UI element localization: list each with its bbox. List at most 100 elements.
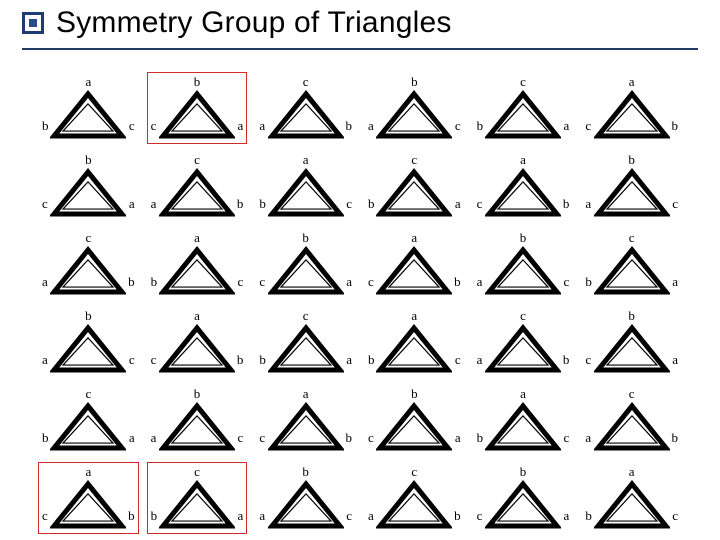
vertex-label-left: b: [585, 508, 592, 524]
vertex-label-left: b: [259, 196, 266, 212]
vertex-label-top: b: [520, 464, 527, 480]
bullet-inner: [29, 19, 37, 27]
triangle-cell: cba: [253, 306, 358, 380]
vertex-label-top: c: [411, 464, 417, 480]
triangle-cell: bac: [471, 228, 576, 302]
triangle-icon: [376, 168, 452, 218]
vertex-label-top: b: [520, 230, 527, 246]
triangle-wrap: abc: [579, 462, 684, 536]
triangle-icon: [268, 90, 344, 140]
triangle-wrap: cba: [579, 228, 684, 302]
vertex-label-right: b: [671, 118, 678, 134]
vertex-label-right: a: [455, 196, 461, 212]
triangle-wrap: cab: [36, 228, 141, 302]
triangle-wrap: a b c: [471, 384, 576, 458]
triangle-icon: [594, 90, 670, 140]
vertex-label-right: a: [238, 118, 244, 134]
triangle-grid: abc bca cab bac cba acb bca cab abc cba …: [36, 72, 684, 536]
triangle-cell: cba: [579, 228, 684, 302]
vertex-label-top: a: [85, 464, 91, 480]
vertex-label-right: b: [563, 196, 570, 212]
triangle-cell: abc: [579, 462, 684, 536]
vertex-label-left: b: [477, 118, 484, 134]
triangle-wrap: bca: [145, 72, 250, 146]
vertex-label-top: a: [520, 152, 526, 168]
triangle-icon: [50, 402, 126, 452]
vertex-label-top: b: [302, 464, 309, 480]
vertex-label-top: c: [194, 152, 200, 168]
triangle-cell: acb: [253, 384, 358, 458]
triangle-cell: acb: [145, 306, 250, 380]
vertex-label-top: a: [629, 74, 635, 90]
vertex-label-top: c: [303, 308, 309, 324]
triangle-icon: [376, 324, 452, 374]
triangle-icon: [485, 480, 561, 530]
vertex-label-right: c: [129, 118, 135, 134]
triangle-cell: bac: [253, 462, 358, 536]
triangle-icon: [594, 324, 670, 374]
vertex-label-left: b: [368, 352, 375, 368]
vertex-label-top: b: [628, 152, 635, 168]
triangle-cell: cab: [579, 384, 684, 458]
vertex-label-top: c: [629, 386, 635, 402]
vertex-label-right: c: [238, 430, 244, 446]
vertex-label-top: a: [85, 74, 91, 90]
vertex-label-right: b: [128, 274, 135, 290]
triangle-icon: [50, 480, 126, 530]
triangle-cell: cba: [471, 72, 576, 146]
vertex-label-right: c: [346, 196, 352, 212]
triangle-wrap: bac: [145, 384, 250, 458]
triangle-cell: c a b: [471, 306, 576, 380]
vertex-label-top: c: [520, 308, 526, 324]
vertex-label-right: b: [237, 196, 244, 212]
vertex-label-left: c: [368, 430, 374, 446]
vertex-label-left: a: [477, 352, 483, 368]
triangle-cell: a c b: [471, 150, 576, 224]
vertex-label-left: b: [585, 274, 592, 290]
triangle-icon: [268, 168, 344, 218]
vertex-label-top: b: [302, 230, 309, 246]
triangle-wrap: cba: [145, 462, 250, 536]
triangle-wrap: abc: [145, 228, 250, 302]
title-underline: [22, 48, 698, 50]
vertex-label-left: b: [477, 430, 484, 446]
triangle-icon: [594, 402, 670, 452]
vertex-label-right: b: [563, 352, 570, 368]
triangle-wrap: acb: [36, 462, 141, 536]
triangle-icon: [485, 246, 561, 296]
vertex-label-right: c: [238, 274, 244, 290]
vertex-label-top: c: [629, 230, 635, 246]
triangle-wrap: cab: [253, 72, 358, 146]
vertex-label-left: c: [585, 352, 591, 368]
vertex-label-left: c: [477, 196, 483, 212]
vertex-label-left: c: [151, 352, 157, 368]
vertex-label-top: c: [85, 386, 91, 402]
vertex-label-left: c: [151, 118, 157, 134]
vertex-label-right: b: [671, 430, 678, 446]
triangle-wrap: bac: [253, 462, 358, 536]
vertex-label-right: a: [564, 118, 570, 134]
triangle-cell: bca: [36, 150, 141, 224]
vertex-label-top: b: [85, 308, 92, 324]
vertex-label-right: c: [672, 508, 678, 524]
triangle-cell: bca: [471, 462, 576, 536]
triangle-icon: [50, 324, 126, 374]
triangle-wrap: bca: [253, 228, 358, 302]
vertex-label-right: c: [129, 352, 135, 368]
vertex-label-left: c: [585, 118, 591, 134]
triangle-wrap: a c b: [579, 72, 684, 146]
vertex-label-top: a: [194, 308, 200, 324]
vertex-label-left: b: [42, 118, 49, 134]
triangle-icon: [159, 402, 235, 452]
vertex-label-top: a: [520, 386, 526, 402]
vertex-label-left: c: [42, 196, 48, 212]
vertex-label-right: c: [564, 430, 570, 446]
triangle-cell: acb: [36, 462, 141, 536]
triangle-wrap: cab: [579, 384, 684, 458]
triangle-wrap: cab: [145, 150, 250, 224]
triangle-cell: bac: [362, 72, 467, 146]
vertex-label-left: b: [42, 430, 49, 446]
vertex-label-right: b: [345, 118, 352, 134]
triangle-icon: [159, 168, 235, 218]
vertex-label-left: a: [477, 274, 483, 290]
